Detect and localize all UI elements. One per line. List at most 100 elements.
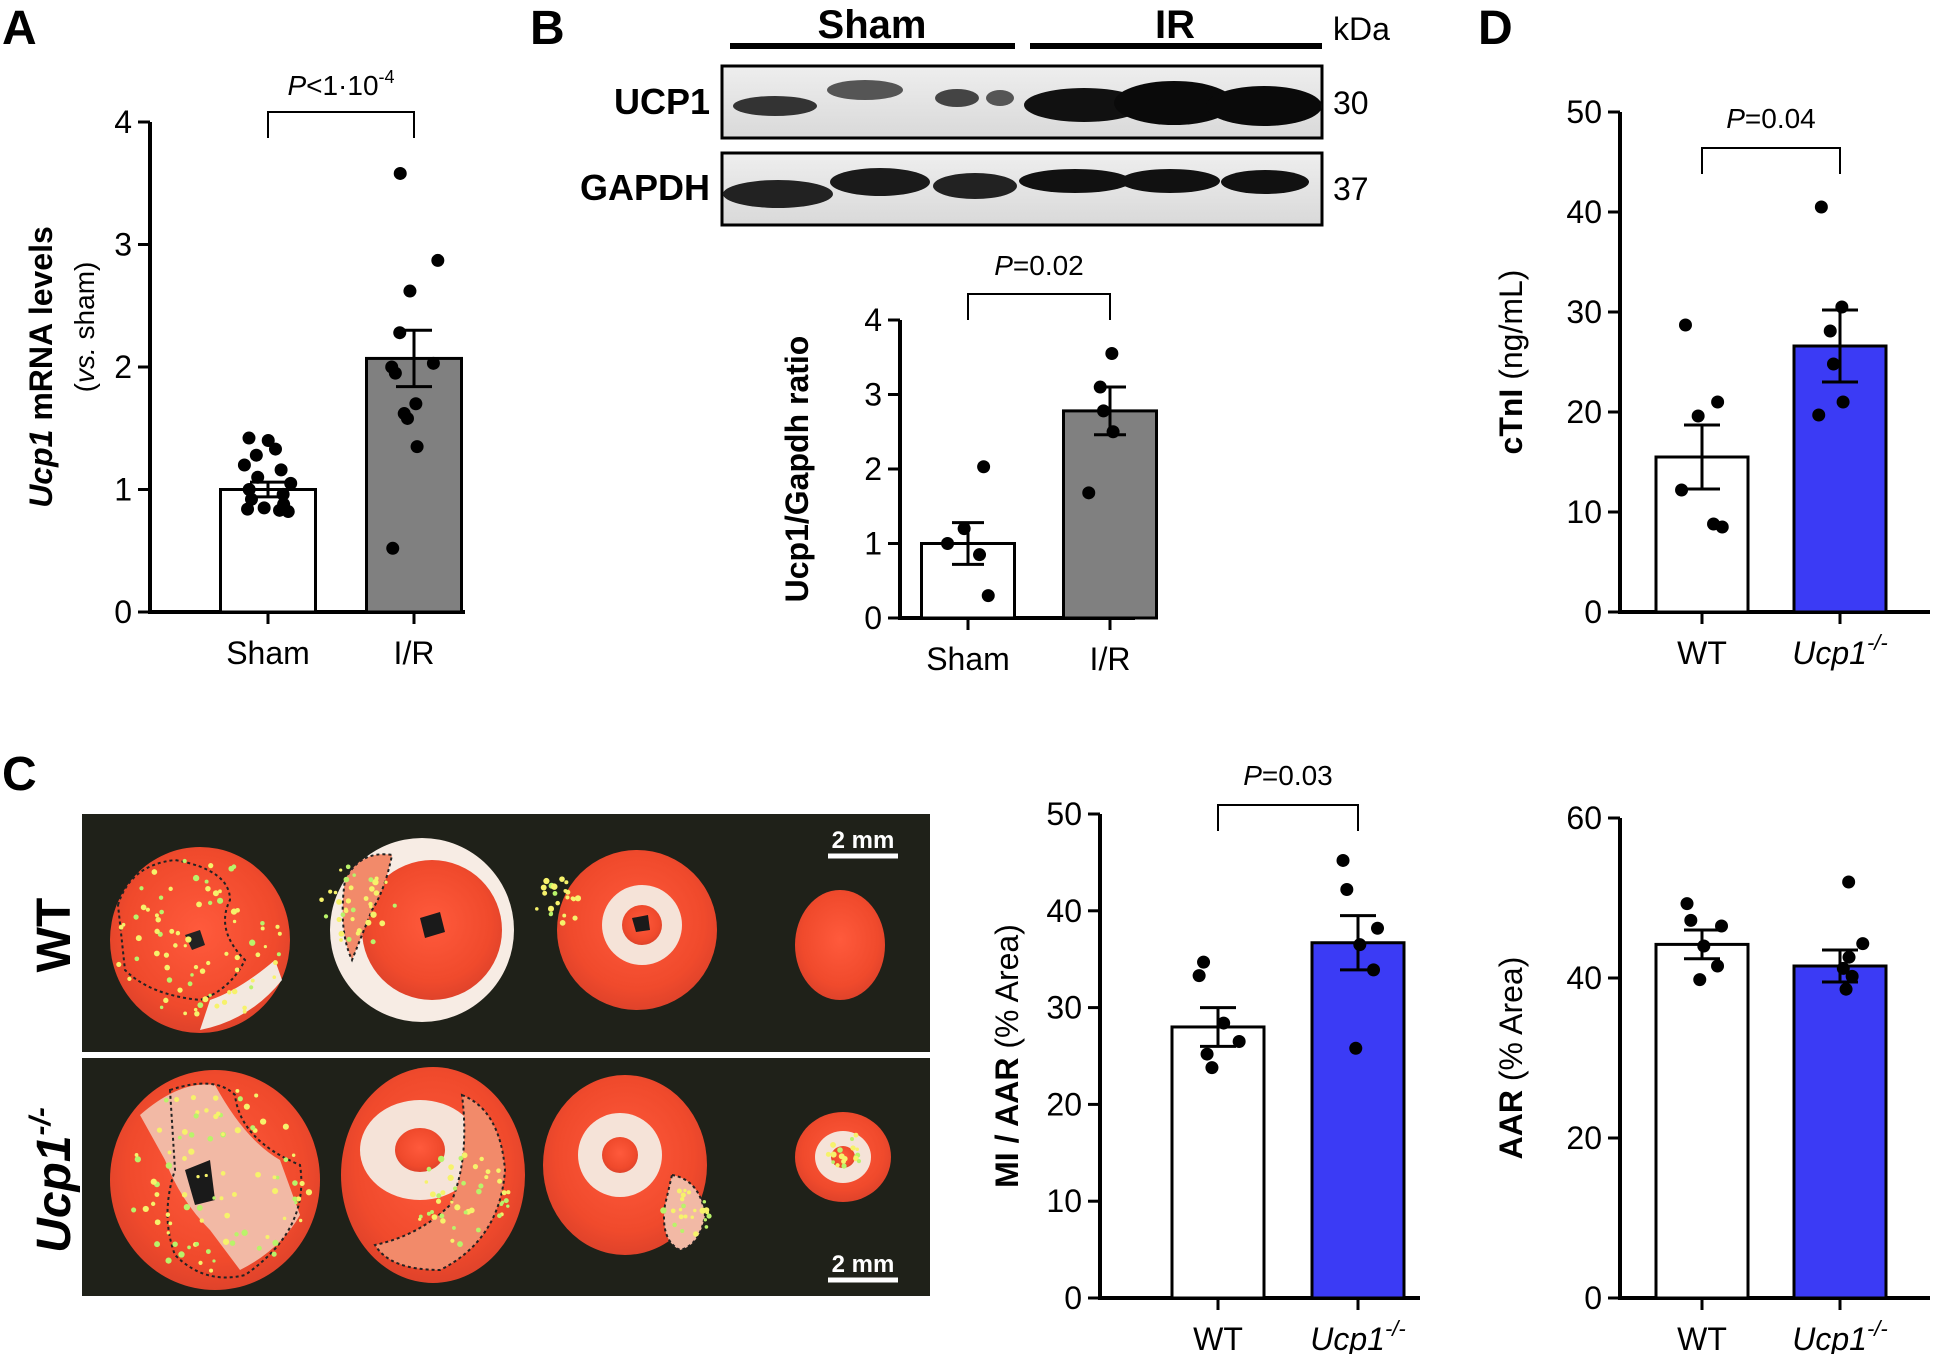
data-point xyxy=(1839,982,1853,996)
speckle xyxy=(338,930,345,937)
speckle xyxy=(133,914,139,920)
blot-kda-ucp1: 30 xyxy=(1333,85,1369,121)
y-tick-label: 50 xyxy=(1566,94,1602,130)
speckle xyxy=(294,1201,298,1205)
speckle xyxy=(437,1155,445,1163)
x-tick-label: Ucp1-/- xyxy=(1310,1316,1405,1354)
data-point xyxy=(244,492,258,506)
speckle xyxy=(208,863,214,869)
speckle xyxy=(227,990,232,995)
y-axis-label-measure: MI / AAR xyxy=(989,1058,1025,1188)
speckle xyxy=(551,883,558,890)
speckle xyxy=(234,967,240,973)
speckle xyxy=(368,877,374,883)
y-axis-label-gene: Ucp1 xyxy=(23,430,59,508)
speckle xyxy=(192,874,200,882)
speckle xyxy=(168,886,173,891)
speckle xyxy=(282,1216,287,1221)
data-point xyxy=(393,166,407,180)
speckle xyxy=(676,1188,682,1194)
y-axis-sublabel: (vs. sham) xyxy=(69,262,100,393)
speckle xyxy=(680,1228,685,1234)
data-point xyxy=(1711,395,1725,409)
data-point xyxy=(284,476,298,490)
speckle xyxy=(193,1113,199,1119)
speckle xyxy=(150,1201,156,1207)
speckle xyxy=(296,1196,302,1202)
speckle xyxy=(181,1192,188,1198)
speckle xyxy=(678,1207,683,1212)
data-point xyxy=(274,463,288,477)
speckle xyxy=(199,1218,204,1223)
x-tick-label: Ucp1-/- xyxy=(1792,1316,1887,1354)
speckle xyxy=(339,868,343,872)
speckle xyxy=(384,880,388,884)
speckle xyxy=(686,1190,692,1195)
speckle xyxy=(221,999,228,1005)
band xyxy=(986,90,1014,106)
speckle xyxy=(275,924,280,929)
speckle xyxy=(207,1135,214,1142)
speckle xyxy=(224,1212,231,1219)
y-tick-label: 0 xyxy=(1584,1280,1602,1316)
y-tick-label: 40 xyxy=(1046,893,1082,929)
speckle xyxy=(323,914,329,919)
speckle xyxy=(154,1192,160,1197)
y-tick-label: 40 xyxy=(1566,194,1602,230)
speckle xyxy=(263,944,267,949)
speckle xyxy=(853,1132,859,1138)
heart-cavity xyxy=(185,930,205,950)
bar-wt xyxy=(1654,942,1750,1300)
speckle xyxy=(234,1232,239,1237)
speckle xyxy=(506,1204,510,1208)
speckle xyxy=(552,890,558,896)
significance-bracket xyxy=(1701,147,1841,174)
speckle xyxy=(235,1088,240,1093)
speckle xyxy=(212,890,219,897)
speckle xyxy=(430,1210,434,1214)
speckle xyxy=(159,1005,164,1010)
y-axis-label: MI / AAR (% Area) xyxy=(989,924,1025,1188)
speckle xyxy=(193,964,199,970)
speckle xyxy=(151,869,158,875)
speckle xyxy=(339,938,343,942)
chart-aar: 0 20 40 60 WT Ucp1-/- AAR (% Area) xyxy=(1493,800,1930,1354)
speckle xyxy=(681,1203,686,1209)
speckle xyxy=(683,1214,688,1219)
speckle xyxy=(429,1191,436,1198)
significance-bracket xyxy=(1217,804,1359,831)
speckle xyxy=(831,1160,836,1164)
data-point xyxy=(249,448,263,462)
data-point xyxy=(1675,483,1689,497)
data-point xyxy=(257,501,271,515)
row-label-ko-sup: -/- xyxy=(24,1107,57,1135)
speckle xyxy=(194,1241,200,1247)
speckle xyxy=(121,922,126,927)
infarct-outline xyxy=(166,1082,303,1279)
data-point xyxy=(1192,969,1206,983)
data-point xyxy=(1349,1041,1363,1055)
x-tick-label: WT xyxy=(1677,1321,1727,1354)
data-point xyxy=(1205,1061,1219,1075)
data-point xyxy=(277,497,291,511)
data-point xyxy=(431,253,445,267)
data-point xyxy=(1823,324,1837,338)
speckle xyxy=(336,898,342,905)
speckle xyxy=(392,903,397,908)
speckle xyxy=(372,878,379,886)
p-value-text: =0.04 xyxy=(1745,103,1816,134)
speckle xyxy=(206,960,211,966)
speckle xyxy=(452,1186,458,1191)
speckle xyxy=(841,1163,847,1169)
data-point xyxy=(1812,408,1826,422)
p-value-text: =0.02 xyxy=(1013,250,1084,281)
data-point xyxy=(1691,409,1705,423)
speckle xyxy=(214,1003,220,1009)
speckle xyxy=(448,1164,454,1170)
data-point xyxy=(1835,300,1849,314)
speckle xyxy=(363,896,369,901)
data-point xyxy=(1711,959,1725,973)
y-tick-label: 2 xyxy=(114,349,132,385)
speckle xyxy=(559,876,565,882)
speckle xyxy=(260,926,265,931)
